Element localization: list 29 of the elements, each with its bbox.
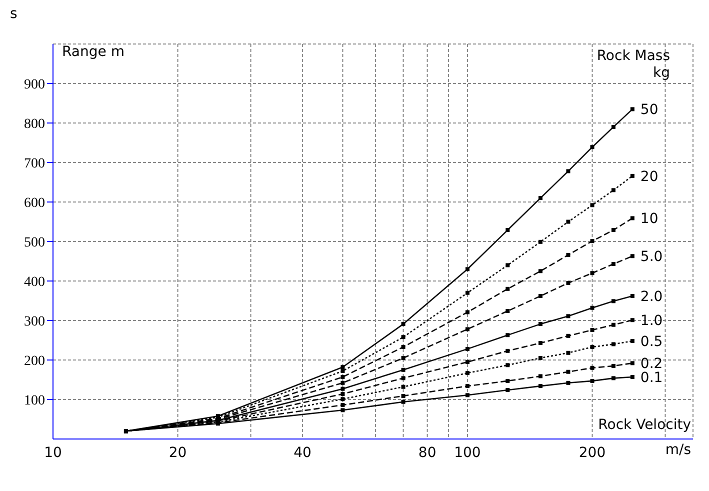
series-label: 20 [640,168,658,185]
series-label: 5.0 [640,249,663,266]
y-axis-title: Range m [62,44,124,60]
y-tick-label: 600 [24,196,45,211]
x-tick-label: 100 [454,444,481,461]
y-tick-label: 500 [24,235,45,250]
y-tick-label: 300 [24,314,45,330]
x-tick-label: 200 [578,444,606,461]
y-tick-label: 200 [24,354,45,369]
y-tick-label: 400 [24,274,45,290]
y-tick-label: 800 [24,116,45,132]
y-tick-label: 700 [24,156,45,172]
x-tick-label: 10 [44,444,62,461]
x-axis-title: Rock Velocity [598,417,691,433]
x-tick-label: 80 [418,444,436,461]
legend-title: Rock Mass kg [596,48,670,82]
y-tick-label: 100 [24,393,45,408]
series-label: 50 [640,102,658,118]
series-label: 1.0 [640,313,663,330]
series-label: 0.1 [640,370,663,386]
series-label: 10 [640,211,658,228]
y-tick-label: 900 [24,77,45,92]
x-tick-label: 20 [168,444,187,461]
text: m/s [665,442,691,458]
series-label: 0.5 [640,334,663,350]
series-label: 0.2 [640,356,663,372]
x-tick-label: 40 [294,444,312,461]
series-label: 2.0 [640,289,663,306]
text: s [10,6,18,22]
